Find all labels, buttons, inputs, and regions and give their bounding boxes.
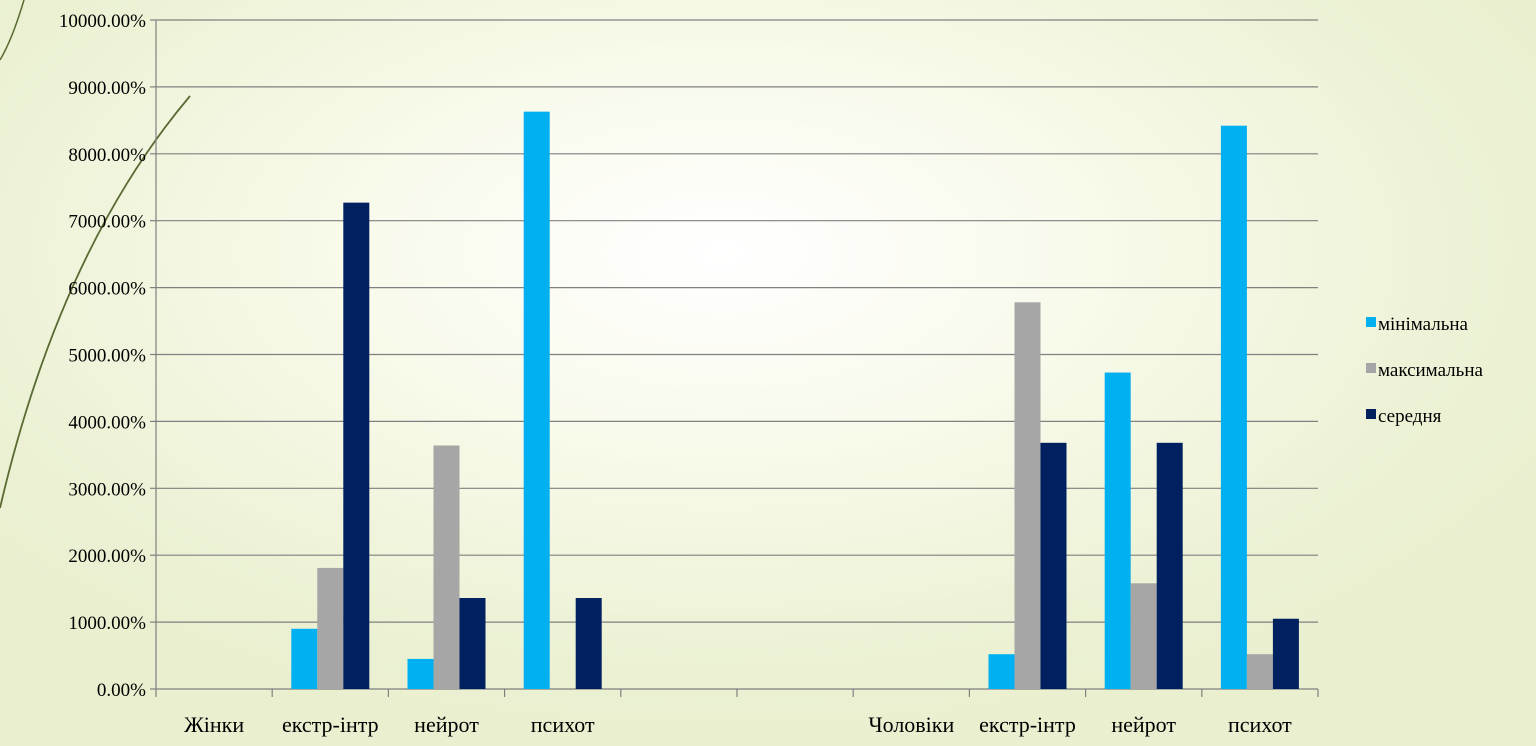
- y-tick-label: 0.00%: [97, 680, 146, 701]
- y-tick-label: 6000.00%: [68, 279, 146, 300]
- bar: [317, 567, 344, 689]
- legend-label: максимальна: [1378, 360, 1483, 381]
- category-label: екстр-інтр: [282, 712, 379, 737]
- bar: [459, 598, 486, 689]
- bar: [575, 598, 602, 689]
- category-label: нейрот: [1111, 712, 1176, 737]
- bar: [407, 658, 434, 689]
- category-label: психот: [1228, 712, 1292, 737]
- y-tick-label: 7000.00%: [68, 212, 146, 233]
- bar: [1104, 372, 1131, 689]
- legend: мінімальна максимальна середня: [1366, 314, 1483, 427]
- legend-swatch: [1366, 409, 1376, 419]
- legend-label: мінімальна: [1378, 314, 1469, 335]
- decorative-curve: [0, 0, 25, 61]
- legend-label: середня: [1378, 406, 1442, 427]
- bar: [1272, 618, 1299, 689]
- y-tick-label: 5000.00%: [68, 346, 146, 367]
- y-tick-label: 10000.00%: [59, 11, 146, 32]
- category-labels: Жінки екстр-інтр нейрот психот Чоловіки екстр…: [184, 712, 1292, 737]
- category-label: психот: [531, 712, 595, 737]
- gridlines: [156, 19, 1318, 623]
- bar: [291, 628, 318, 689]
- y-tick-label: 4000.00%: [68, 412, 146, 433]
- bar: [1040, 442, 1067, 689]
- bar: [988, 654, 1015, 689]
- y-tick-label: 1000.00%: [68, 613, 146, 634]
- category-label: Жінки: [184, 712, 244, 737]
- y-tick-labels: 0.00% 1000.00% 2000.00% 3000.00% 4000.00% 500…: [59, 11, 146, 701]
- category-label: нейрот: [414, 712, 479, 737]
- y-tick-label: 9000.00%: [68, 78, 146, 99]
- y-tick-label: 3000.00%: [68, 479, 146, 500]
- legend-swatch: [1366, 317, 1376, 327]
- y-tick-label: 8000.00%: [68, 145, 146, 166]
- bar: [1220, 125, 1247, 689]
- legend-swatch: [1366, 363, 1376, 373]
- bar: [433, 445, 460, 689]
- bar: [1246, 654, 1273, 689]
- bar: [343, 202, 370, 689]
- y-tick-label: 2000.00%: [68, 546, 146, 567]
- bar: [1130, 583, 1157, 689]
- category-label: екстр-інтр: [979, 712, 1076, 737]
- bars: [291, 111, 1299, 689]
- bar: [1156, 442, 1183, 689]
- category-label: Чоловіки: [868, 712, 954, 737]
- bar: [523, 111, 550, 689]
- bar: [1014, 302, 1041, 689]
